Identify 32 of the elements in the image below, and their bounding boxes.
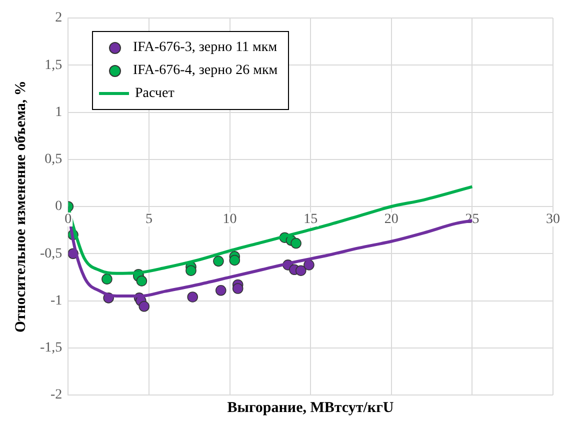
- point: [102, 274, 112, 284]
- y-tick-label: -0,5: [40, 246, 62, 262]
- x-tick-label: 0: [64, 212, 72, 228]
- x-tick-label: 20: [384, 212, 398, 228]
- point: [290, 238, 302, 249]
- legend-label: Расчет: [135, 86, 174, 102]
- point: [215, 284, 226, 296]
- point: [213, 256, 224, 267]
- y-tick-label: -1,5: [40, 340, 62, 356]
- x-tick-label: 30: [546, 212, 560, 228]
- point: [295, 265, 306, 276]
- y-tick-label: 0: [55, 199, 62, 214]
- point: [232, 283, 244, 294]
- y-tick-label: -2: [50, 388, 62, 403]
- y-axis-title: Относительное изменение объема, %: [12, 80, 29, 332]
- legend-label: IFA-676-4, зерно 26 мкм: [133, 62, 278, 78]
- x-tick-label: 15: [304, 212, 318, 228]
- x-axis-title: Выгорание, МВтсут/кгU: [227, 400, 394, 416]
- y-tick-label: 1,5: [44, 58, 62, 73]
- point: [186, 265, 196, 276]
- point: [187, 292, 198, 302]
- y-tick-label: 2: [55, 10, 62, 26]
- point: [138, 301, 150, 312]
- y-tick-label: 1: [55, 104, 62, 120]
- point: [136, 276, 148, 286]
- point: [229, 254, 240, 266]
- x-tick-label: 10: [222, 212, 237, 228]
- legend-label: IFA-676-3, зерно 11 мкм: [133, 40, 278, 56]
- y-tick-label: 0,5: [44, 152, 62, 168]
- point: [304, 260, 314, 270]
- y-tick-label: -1: [50, 293, 62, 308]
- x-tick-label: 5: [145, 212, 152, 228]
